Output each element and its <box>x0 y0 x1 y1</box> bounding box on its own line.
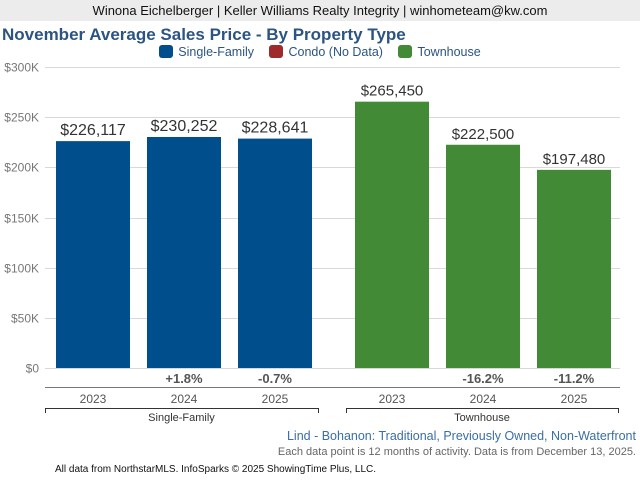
legend-label: Single-Family <box>178 45 254 59</box>
pct-change-label: -11.2% <box>554 371 595 386</box>
legend-swatch-condo <box>269 45 284 58</box>
y-tick-label: $0 <box>26 362 40 376</box>
area-filter-text: Lind - Bohanon: Traditional, Previously … <box>286 429 636 443</box>
x-tick-label: 2025 <box>262 392 289 406</box>
x-tick-label: 2023 <box>80 392 107 406</box>
group-bracket <box>45 408 319 413</box>
bar-value-label: $228,641 <box>242 120 309 137</box>
bar-value-label: $265,450 <box>361 83 424 100</box>
legend-label: Condo (No Data) <box>288 45 383 59</box>
pct-change-label: +1.8% <box>165 371 203 386</box>
y-tick-label: $150K <box>4 212 39 226</box>
bar[interactable] <box>537 169 611 368</box>
legend-item-condo[interactable]: Condo (No Data) <box>269 45 383 59</box>
legend-swatch-single-family <box>159 45 174 58</box>
pct-change-label: -0.7% <box>258 371 292 386</box>
x-tick-label: 2023 <box>379 392 406 406</box>
bar[interactable] <box>238 138 312 368</box>
chart-title: November Average Sales Price - By Proper… <box>2 25 406 44</box>
bar[interactable] <box>147 136 221 368</box>
y-tick-label: $50K <box>11 312 39 326</box>
legend-item-single-family[interactable]: Single-Family <box>159 45 254 59</box>
bar[interactable] <box>56 141 130 368</box>
chart-legend: Single-Family Condo (No Data) Townhouse <box>0 45 640 59</box>
credit-text: All data from NorthstarMLS. InfoSparks ©… <box>55 464 377 475</box>
y-tick-label: $200K <box>4 161 39 175</box>
agent-header-bar: Winona Eichelberger | Keller Williams Re… <box>0 0 640 21</box>
data-note-text: Each data point is 12 months of activity… <box>277 446 636 458</box>
legend-swatch-townhouse <box>398 45 413 58</box>
legend-item-townhouse[interactable]: Townhouse <box>398 45 481 59</box>
bar-value-label: $222,500 <box>452 126 515 143</box>
agent-info-text: Winona Eichelberger | Keller Williams Re… <box>92 3 548 18</box>
bar-value-label: $197,480 <box>543 151 606 168</box>
group-label: Townhouse <box>454 412 510 424</box>
y-tick-label: $300K <box>4 61 39 75</box>
group-bracket <box>346 408 619 413</box>
bar[interactable] <box>355 101 429 369</box>
legend-label: Townhouse <box>417 45 481 59</box>
bar-value-label: $226,117 <box>60 122 126 139</box>
bar-value-label: $230,252 <box>151 118 218 135</box>
x-tick-label: 2024 <box>171 392 198 406</box>
pct-change-label: -16.2% <box>462 371 504 386</box>
group-label: Single-Family <box>148 412 215 424</box>
y-tick-label: $250K <box>4 111 39 125</box>
bar[interactable] <box>446 144 520 368</box>
x-tick-label: 2025 <box>561 392 588 406</box>
y-tick-label: $100K <box>4 262 39 276</box>
x-tick-label: 2024 <box>470 392 497 406</box>
